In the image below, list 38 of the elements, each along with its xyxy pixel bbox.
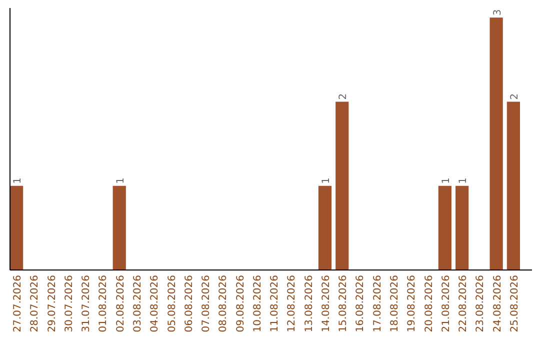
- x-tick-label: 15.08.2026: [338, 275, 350, 332]
- data-label: 1: [12, 177, 24, 184]
- x-tick-label: 23.08.2026: [475, 275, 486, 332]
- x-tick-label: 05.08.2026: [166, 275, 178, 332]
- x-tick-label: 10.08.2026: [252, 275, 264, 332]
- x-tick-label: 22.08.2026: [458, 275, 470, 332]
- data-label: 1: [440, 177, 452, 184]
- x-tick-label: 28.07.2026: [30, 275, 41, 332]
- data-label: 1: [115, 177, 126, 184]
- x-tick-label: 03.08.2026: [132, 275, 144, 332]
- x-tick-label: 04.08.2026: [150, 275, 161, 332]
- x-tick-label: 07.08.2026: [201, 275, 212, 332]
- x-tick-label: 24.08.2026: [492, 275, 504, 332]
- x-tick-label: 02.08.2026: [115, 275, 126, 332]
- x-tick-label: 16.08.2026: [355, 275, 366, 332]
- x-tick-label: 12.08.2026: [286, 275, 298, 332]
- x-tick-label: 31.07.2026: [81, 275, 92, 332]
- data-label: 2: [509, 93, 520, 100]
- x-tick-label: 17.08.2026: [372, 275, 384, 332]
- x-tick-label: 13.08.2026: [304, 275, 315, 332]
- x-tick-label: 27.07.2026: [12, 275, 24, 332]
- x-tick-label: 19.08.2026: [406, 275, 418, 332]
- x-tick-label: 01.08.2026: [98, 275, 110, 332]
- data-label: 2: [338, 93, 350, 100]
- x-tick-label: 18.08.2026: [390, 275, 401, 332]
- x-tick-label: 09.08.2026: [235, 275, 246, 332]
- x-tick-label: 21.08.2026: [440, 275, 452, 332]
- x-tick-label: 20.08.2026: [424, 275, 435, 332]
- data-label: 1: [458, 177, 470, 184]
- x-tick-label: 14.08.2026: [320, 275, 332, 332]
- x-tick-label: 30.07.2026: [64, 275, 75, 332]
- data-label: 1: [320, 177, 332, 184]
- x-tick-label: 29.07.2026: [46, 275, 58, 332]
- x-tick-label: 11.08.2026: [270, 275, 281, 332]
- x-tick-label: 06.08.2026: [184, 275, 195, 332]
- data-label: 3: [492, 9, 504, 16]
- x-tick-label: 25.08.2026: [509, 275, 520, 332]
- x-tick-label: 08.08.2026: [218, 275, 230, 332]
